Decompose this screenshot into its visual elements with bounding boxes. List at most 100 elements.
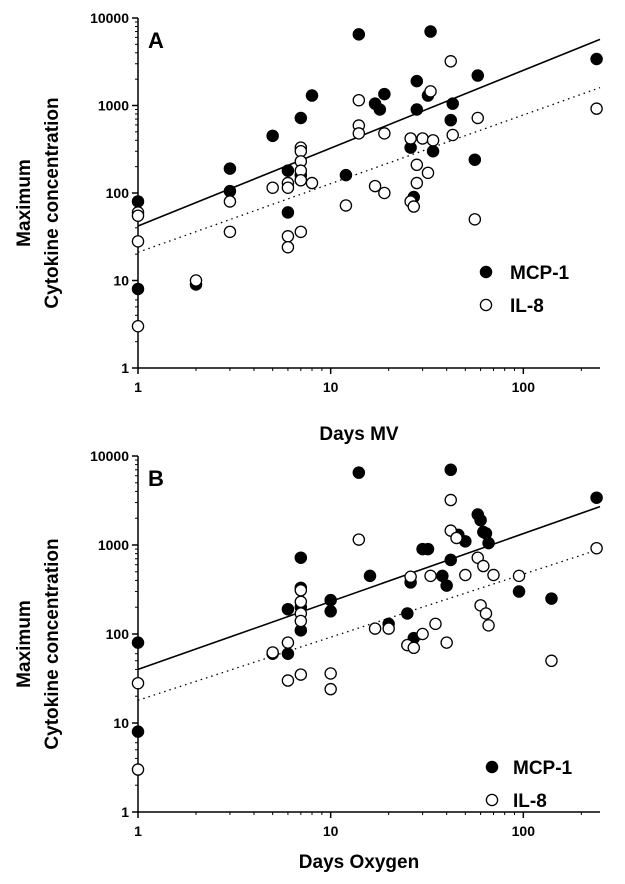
- data-point-il-8: [131, 209, 145, 222]
- data-point-il-8: [444, 55, 457, 68]
- data-point-il-8: [266, 181, 279, 194]
- data-point-mcp-1: [440, 579, 453, 592]
- data-point-il-8: [294, 584, 308, 597]
- data-point-mcp-1: [512, 585, 526, 598]
- data-point-mcp-1: [421, 542, 435, 556]
- y-axis-title-line2: Cytokine concentration: [42, 538, 63, 749]
- data-point-mcp-1: [410, 74, 424, 88]
- data-point-il-8: [446, 128, 459, 142]
- data-point-il-8: [479, 607, 493, 620]
- legend-label-mcp-1: MCP-1: [510, 263, 570, 284]
- data-point-mcp-1: [444, 113, 457, 127]
- data-point-mcp-1: [444, 463, 457, 477]
- data-point-il-8: [404, 570, 417, 583]
- fit-line-il-8: [137, 548, 601, 701]
- data-point-il-8: [131, 320, 145, 333]
- data-point-il-8: [131, 235, 145, 248]
- data-point-il-8: [281, 181, 295, 194]
- data-point-il-8: [223, 225, 237, 239]
- data-point-mcp-1: [352, 28, 366, 41]
- data-point-mcp-1: [131, 636, 145, 649]
- data-point-il-8: [294, 668, 308, 681]
- data-point-mcp-1: [294, 551, 308, 564]
- data-point-il-8: [471, 111, 485, 125]
- data-point-il-8: [131, 676, 145, 690]
- data-point-mcp-1: [590, 52, 603, 66]
- y-tick-label: 100: [106, 626, 130, 642]
- data-point-mcp-1: [468, 153, 482, 166]
- data-point-il-8: [368, 622, 382, 635]
- x-tick-label: 100: [512, 379, 536, 395]
- data-point-il-8: [429, 617, 442, 631]
- data-point-mcp-1: [590, 491, 603, 504]
- data-point-mcp-1: [352, 466, 366, 479]
- data-point-il-8: [352, 93, 366, 107]
- data-point-il-8: [266, 646, 279, 659]
- data-point-il-8: [368, 179, 382, 193]
- data-point-il-8: [416, 627, 429, 641]
- y-tick-label: 100: [106, 185, 130, 201]
- data-point-mcp-1: [378, 87, 391, 101]
- x-tick-label: 1: [134, 379, 142, 395]
- data-point-mcp-1: [426, 145, 440, 158]
- data-point-mcp-1: [410, 103, 424, 116]
- data-point-il-8: [410, 158, 424, 172]
- data-point-il-8: [407, 200, 421, 213]
- data-point-mcp-1: [305, 89, 319, 102]
- legend-marker-il-8: [479, 298, 493, 312]
- x-axis-title: Days MV: [319, 424, 399, 445]
- x-tick-label: 10: [323, 823, 339, 839]
- y-tick-label: 1000: [98, 537, 129, 553]
- y-tick-label: 10: [113, 273, 129, 289]
- panel-letter: B: [148, 466, 164, 491]
- y-tick-label: 1: [121, 360, 129, 376]
- legend-marker-il-8: [485, 793, 499, 807]
- panel-letter: A: [148, 28, 164, 53]
- data-point-il-8: [404, 132, 417, 145]
- y-axis-title-line1: Maximum: [14, 600, 35, 688]
- data-point-il-8: [281, 636, 295, 649]
- data-point-mcp-1: [474, 513, 487, 527]
- data-point-mcp-1: [363, 569, 377, 583]
- data-point-mcp-1: [324, 593, 337, 607]
- data-point-il-8: [281, 240, 295, 254]
- legend-label-il-8: IL-8: [510, 296, 544, 317]
- y-axis-title-line1: Maximum: [14, 159, 35, 247]
- y-tick-label: 1000: [98, 98, 129, 114]
- panel-a: 1 10 100 1000 10000 1 10 100 A MCP-1 IL-8 Days MV Ma…: [14, 10, 603, 445]
- data-point-mcp-1: [444, 553, 457, 567]
- legend-marker-mcp-1: [479, 265, 493, 279]
- data-point-il-8: [416, 132, 429, 145]
- legend-marker-mcp-1: [485, 760, 499, 774]
- data-point-il-8: [281, 674, 295, 687]
- data-point-il-8: [189, 274, 203, 287]
- data-point-il-8: [324, 667, 337, 680]
- x-tick-label: 1: [134, 823, 142, 839]
- legend-label-mcp-1: MCP-1: [513, 758, 573, 779]
- data-point-il-8: [440, 636, 453, 649]
- data-point-mcp-1: [281, 206, 295, 219]
- data-point-mcp-1: [281, 164, 295, 177]
- data-point-mcp-1: [294, 111, 308, 125]
- y-tick-label: 10: [113, 715, 129, 731]
- x-axis-title: Days Oxygen: [299, 852, 419, 873]
- data-point-il-8: [382, 622, 395, 635]
- data-point-mcp-1: [424, 25, 437, 38]
- x-tick-label: 100: [512, 823, 536, 839]
- data-point-il-8: [487, 568, 500, 582]
- y-tick-label: 10000: [90, 10, 129, 26]
- data-point-il-8: [424, 569, 437, 583]
- data-point-il-8: [545, 654, 558, 668]
- data-point-mcp-1: [446, 97, 459, 110]
- legend: MCP-1 IL-8: [479, 263, 570, 317]
- data-point-il-8: [223, 195, 237, 208]
- data-point-mcp-1: [266, 129, 279, 143]
- x-tick-label: 10: [323, 379, 339, 395]
- data-point-mcp-1: [482, 536, 495, 550]
- fit-line-mcp-1: [137, 505, 601, 671]
- data-point-il-8: [281, 230, 295, 243]
- data-point-il-8: [482, 619, 495, 632]
- panel-b: 1 10 100 1000 10000 1 10 100 B MCP-1 IL-8 Days Oxyg…: [14, 448, 603, 873]
